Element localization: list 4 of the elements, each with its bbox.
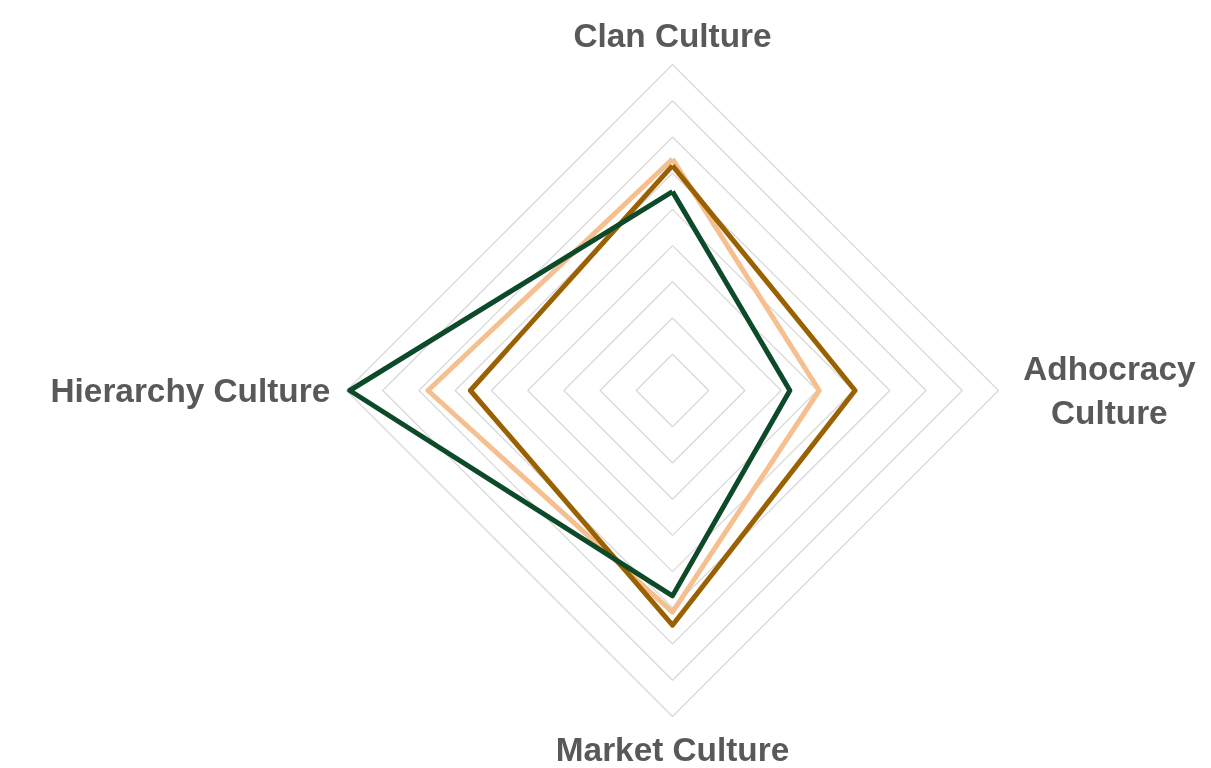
spoke-label: Market Culture bbox=[555, 730, 790, 768]
spoke-label: Clan Culture bbox=[573, 16, 772, 54]
spoke-label: Adhocracy Culture bbox=[1023, 349, 1196, 432]
spoke-label: Hierarchy Culture bbox=[50, 372, 331, 409]
